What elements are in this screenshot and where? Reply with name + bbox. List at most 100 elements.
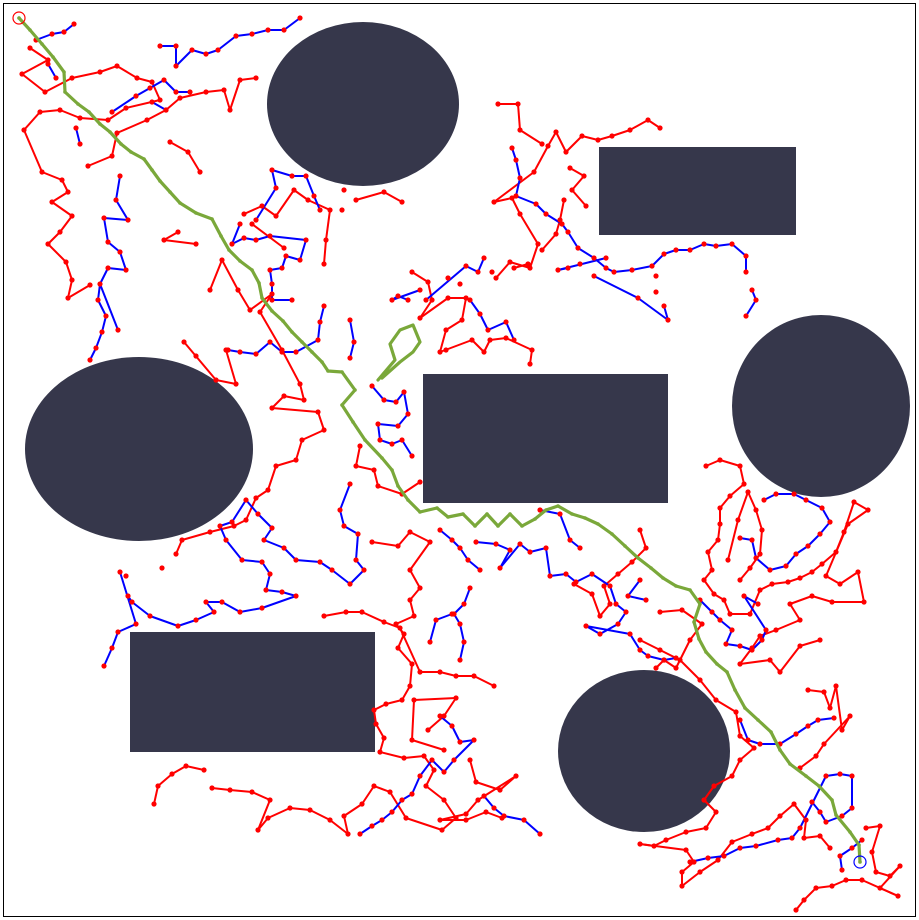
- start-tree-edge-70: [293, 189, 309, 201]
- start-tree-edge-37: [187, 151, 201, 173]
- start-tree-node-260: [821, 741, 827, 747]
- start-tree-edge-87: [439, 329, 447, 353]
- goal-tree-node-270: [815, 717, 821, 723]
- start-tree-node-234: [703, 825, 709, 831]
- goal-tree-node-160: [293, 593, 299, 599]
- goal-tree-node-219: [429, 757, 435, 763]
- start-tree-edge-311: [759, 529, 763, 555]
- goal-tree-edge-20: [151, 101, 167, 111]
- start-tree-node-112: [563, 149, 569, 155]
- start-tree-edge-23: [65, 261, 73, 281]
- goal-tree-node-208: [661, 657, 667, 663]
- goal-tree-node-150: [255, 511, 261, 517]
- start-tree-edge-273: [717, 523, 721, 541]
- start-tree-node-80: [321, 261, 327, 267]
- goal-tree-node-136: [603, 255, 609, 261]
- start-tree-node-89: [429, 297, 435, 303]
- goal-tree-edge-136: [225, 539, 243, 561]
- goal-tree-edge-171: [499, 543, 521, 569]
- start-tree-edge-244: [807, 689, 825, 693]
- goal-tree-node-82: [377, 437, 383, 443]
- start-tree-node-237: [651, 843, 657, 849]
- goal-tree-edge-25: [107, 241, 121, 253]
- start-tree-edge-186: [469, 759, 477, 783]
- start-tree-node-4: [69, 75, 75, 81]
- start-tree-edge-314: [737, 491, 749, 521]
- start-tree-node-273: [829, 883, 835, 889]
- goal-tree-node-281: [789, 835, 795, 841]
- goal-tree-node-10: [147, 85, 153, 91]
- goal-tree-node-222: [399, 797, 405, 803]
- start-tree-edge-236: [751, 827, 769, 835]
- goal-tree-node-204: [583, 623, 589, 629]
- start-tree-node-161: [431, 767, 437, 773]
- goal-tree-node-15: [173, 43, 179, 49]
- goal-tree-node-66: [267, 339, 273, 345]
- start-tree-edge-143: [401, 685, 411, 701]
- start-tree-node-101: [527, 361, 533, 367]
- start-tree-node-286: [709, 567, 715, 573]
- goal-tree-node-90: [503, 319, 509, 325]
- start-tree-edge-158: [373, 785, 391, 793]
- goal-tree-edge-166: [459, 641, 465, 661]
- start-tree-node-291: [747, 611, 753, 617]
- start-tree-edge-133: [409, 531, 431, 543]
- goal-tree-edge-207: [483, 795, 495, 809]
- goal-tree-edge-76: [479, 313, 489, 331]
- start-tree-edge-101: [493, 171, 535, 203]
- goal-tree-edge-69: [377, 423, 399, 427]
- start-tree-node-62: [243, 517, 249, 523]
- goal-tree-edge-90: [515, 195, 537, 205]
- start-tree-edge-218: [739, 747, 755, 761]
- start-tree-node-294: [785, 579, 791, 585]
- goal-tree-edge-24: [103, 217, 109, 243]
- start-tree-node-225: [713, 697, 719, 703]
- start-tree-node-48: [269, 291, 275, 297]
- goal-tree-edge-99: [631, 265, 653, 271]
- goal-tree-node-129: [661, 303, 667, 309]
- goal-tree-node-180: [465, 557, 471, 563]
- goal-tree-node-291: [839, 867, 845, 873]
- path-waypoint-64: [692, 620, 696, 624]
- start-tree-edge-270: [729, 483, 745, 497]
- goal-tree-node-273: [817, 809, 823, 815]
- start-tree-edge-176: [323, 611, 347, 617]
- start-tree-edge-237: [767, 815, 781, 829]
- start-tree-edge-64: [215, 379, 237, 385]
- start-tree-edge-136: [409, 587, 421, 601]
- goal-tree-node-249: [755, 601, 761, 607]
- path-waypoint-35: [351, 420, 355, 424]
- start-tree-node-198: [497, 787, 503, 793]
- goal-tree-node-189: [493, 541, 499, 547]
- start-tree-node-264: [877, 823, 883, 829]
- goal-tree-node-125: [753, 297, 759, 303]
- goal-tree-node-60: [311, 193, 317, 199]
- start-tree-node-57: [299, 437, 305, 443]
- endpoint-markers: [12, 11, 867, 869]
- start-tree-node-123: [495, 101, 501, 107]
- start-tree-edge-242: [819, 835, 831, 849]
- goal-tree-node-126: [743, 313, 749, 319]
- goal-tree-node-169: [129, 599, 135, 605]
- goal-tree-node-35: [97, 281, 103, 287]
- goal-tree-node-116: [661, 251, 667, 257]
- goal-tree-edge-190: [627, 595, 647, 601]
- start-tree-edge-182: [439, 671, 457, 677]
- start-tree-edge-119: [559, 199, 565, 221]
- path-waypoint-46: [485, 512, 489, 516]
- path-waypoint-34: [340, 403, 344, 407]
- path-waypoint-49: [520, 524, 524, 528]
- start-tree-edge-26: [87, 155, 113, 167]
- goal-tree-edge-178: [591, 573, 611, 587]
- goal-tree-node-278: [837, 771, 843, 777]
- start-tree-node-241: [679, 869, 685, 875]
- goal-tree-edge-139: [265, 573, 271, 591]
- goal-tree-edge-212: [429, 619, 437, 643]
- start-tree-edge-271: [719, 495, 731, 509]
- goal-tree-node-276: [849, 805, 855, 811]
- start-tree-edge-313: [747, 491, 757, 511]
- start-tree-node-221: [637, 637, 643, 643]
- start-tree-edge-10: [107, 107, 127, 121]
- goal-tree-edge-173: [529, 547, 547, 553]
- goal-tree-edge-119: [339, 483, 351, 511]
